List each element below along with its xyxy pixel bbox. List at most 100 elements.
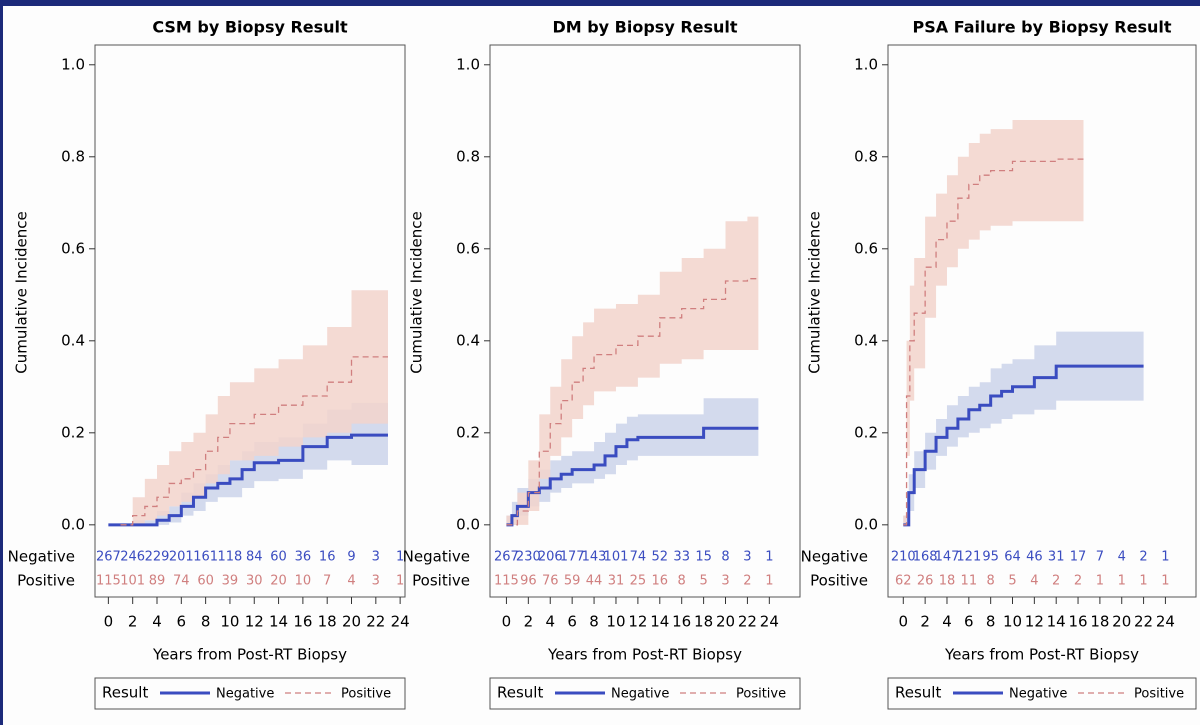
at-risk-count: 1 xyxy=(1118,574,1126,589)
x-tick-label: 16 xyxy=(672,613,691,631)
at-risk-count: 3 xyxy=(372,550,380,565)
x-tick-label: 4 xyxy=(942,613,952,631)
x-axis-label: Years from Post-RT Biopsy xyxy=(944,646,1139,664)
x-tick-label: 16 xyxy=(293,613,312,631)
chart-title: PSA Failure by Biopsy Result xyxy=(913,18,1172,37)
x-tick-label: 18 xyxy=(318,613,337,631)
x-axis-label: Years from Post-RT Biopsy xyxy=(152,646,347,664)
at-risk-count: 10 xyxy=(295,574,312,589)
x-tick-label: 20 xyxy=(1112,613,1131,631)
y-tick-label: 0.8 xyxy=(854,147,878,165)
x-tick-label: 0 xyxy=(502,613,512,631)
incidence-line xyxy=(108,433,388,527)
at-risk-count: 210 xyxy=(891,550,916,565)
legend-label: Positive xyxy=(341,687,391,702)
at-risk-count: 1 xyxy=(1161,574,1169,589)
at-risk-count: 8 xyxy=(987,574,995,589)
at-risk-count: 115 xyxy=(96,574,121,589)
at-risk-count: 62 xyxy=(895,574,912,589)
x-tick-label: 6 xyxy=(177,613,187,631)
at-risk-count: 18 xyxy=(939,574,956,589)
x-tick-label: 2 xyxy=(128,613,138,631)
at-risk-count: 3 xyxy=(743,550,751,565)
at-risk-count: 7 xyxy=(1096,550,1104,565)
at-risk-count: 74 xyxy=(630,550,647,565)
x-tick-label: 18 xyxy=(1090,613,1109,631)
y-tick-label: 0.2 xyxy=(456,423,480,441)
x-tick-label: 14 xyxy=(650,613,669,631)
x-tick-label: 4 xyxy=(545,613,555,631)
x-tick-label: 14 xyxy=(269,613,288,631)
top-bar xyxy=(0,0,1200,6)
x-tick-label: 22 xyxy=(366,613,385,631)
at-risk-count: 8 xyxy=(678,574,686,589)
x-tick-label: 8 xyxy=(201,613,211,631)
x-tick-label: 22 xyxy=(738,613,757,631)
confidence-band xyxy=(120,290,388,525)
at-risk-count: 143 xyxy=(582,550,607,565)
confidence-band xyxy=(506,216,759,525)
confidence-band xyxy=(506,398,759,525)
at-risk-count: 44 xyxy=(586,574,603,589)
at-risk-count: 25 xyxy=(630,574,647,589)
legend-label: Negative xyxy=(216,687,274,702)
at-risk-count: 11 xyxy=(961,574,978,589)
at-risk-count: 4 xyxy=(347,574,355,589)
confidence-band xyxy=(903,331,1144,525)
plot-frame xyxy=(887,44,1197,598)
left-border xyxy=(0,0,3,725)
x-tick-label: 10 xyxy=(1003,613,1022,631)
at-risk-count: 7 xyxy=(323,574,331,589)
y-axis-label: Cumulative Incidence xyxy=(408,211,426,373)
at-risk-row-label: Positive xyxy=(412,572,470,590)
at-risk-count: 36 xyxy=(295,550,312,565)
legend-title: Result xyxy=(102,684,148,702)
legend-title: Result xyxy=(497,684,543,702)
x-tick-label: 12 xyxy=(628,613,647,631)
x-tick-label: 20 xyxy=(342,613,361,631)
at-risk-count: 96 xyxy=(520,574,537,589)
x-tick-label: 22 xyxy=(1134,613,1153,631)
at-risk-count: 206 xyxy=(538,550,563,565)
x-tick-label: 8 xyxy=(589,613,599,631)
x-tick-label: 16 xyxy=(1068,613,1087,631)
x-tick-label: 24 xyxy=(1156,613,1175,631)
legend-box xyxy=(489,677,801,710)
at-risk-count: 3 xyxy=(372,574,380,589)
legend-title: Result xyxy=(895,684,941,702)
incidence-line xyxy=(120,356,388,526)
chart-title: DM by Biopsy Result xyxy=(552,18,737,37)
at-risk-count: 1 xyxy=(1139,574,1147,589)
y-axis-label: Cumulative Incidence xyxy=(13,211,31,373)
at-risk-count: 31 xyxy=(608,574,625,589)
y-tick-label: 0.4 xyxy=(456,331,480,349)
x-tick-label: 0 xyxy=(104,613,114,631)
at-risk-count: 5 xyxy=(699,574,707,589)
x-tick-label: 24 xyxy=(760,613,779,631)
at-risk-row-label: Negative xyxy=(801,548,868,566)
at-risk-count: 2 xyxy=(1074,574,1082,589)
x-tick-label: 6 xyxy=(964,613,974,631)
incidence-line xyxy=(506,278,759,526)
incidence-line xyxy=(506,426,759,527)
at-risk-count: 267 xyxy=(494,550,519,565)
y-axis-label: Cumulative Incidence xyxy=(806,211,824,373)
x-tick-label: 10 xyxy=(606,613,625,631)
x-tick-label: 12 xyxy=(1025,613,1044,631)
at-risk-count: 1 xyxy=(765,574,773,589)
y-tick-label: 0.0 xyxy=(456,515,480,533)
at-risk-count: 101 xyxy=(604,550,629,565)
at-risk-count: 1 xyxy=(765,550,773,565)
at-risk-count: 74 xyxy=(173,574,190,589)
at-risk-row-label: Negative xyxy=(403,548,470,566)
at-risk-count: 8 xyxy=(721,550,729,565)
at-risk-count: 1 xyxy=(396,574,404,589)
legend-label: Positive xyxy=(736,687,786,702)
y-tick-label: 0.4 xyxy=(854,331,878,349)
x-tick-label: 2 xyxy=(524,613,534,631)
at-risk-row-label: Negative xyxy=(8,548,75,566)
at-risk-count: 267 xyxy=(96,550,121,565)
at-risk-count: 168 xyxy=(913,550,938,565)
y-tick-label: 1.0 xyxy=(61,55,85,73)
